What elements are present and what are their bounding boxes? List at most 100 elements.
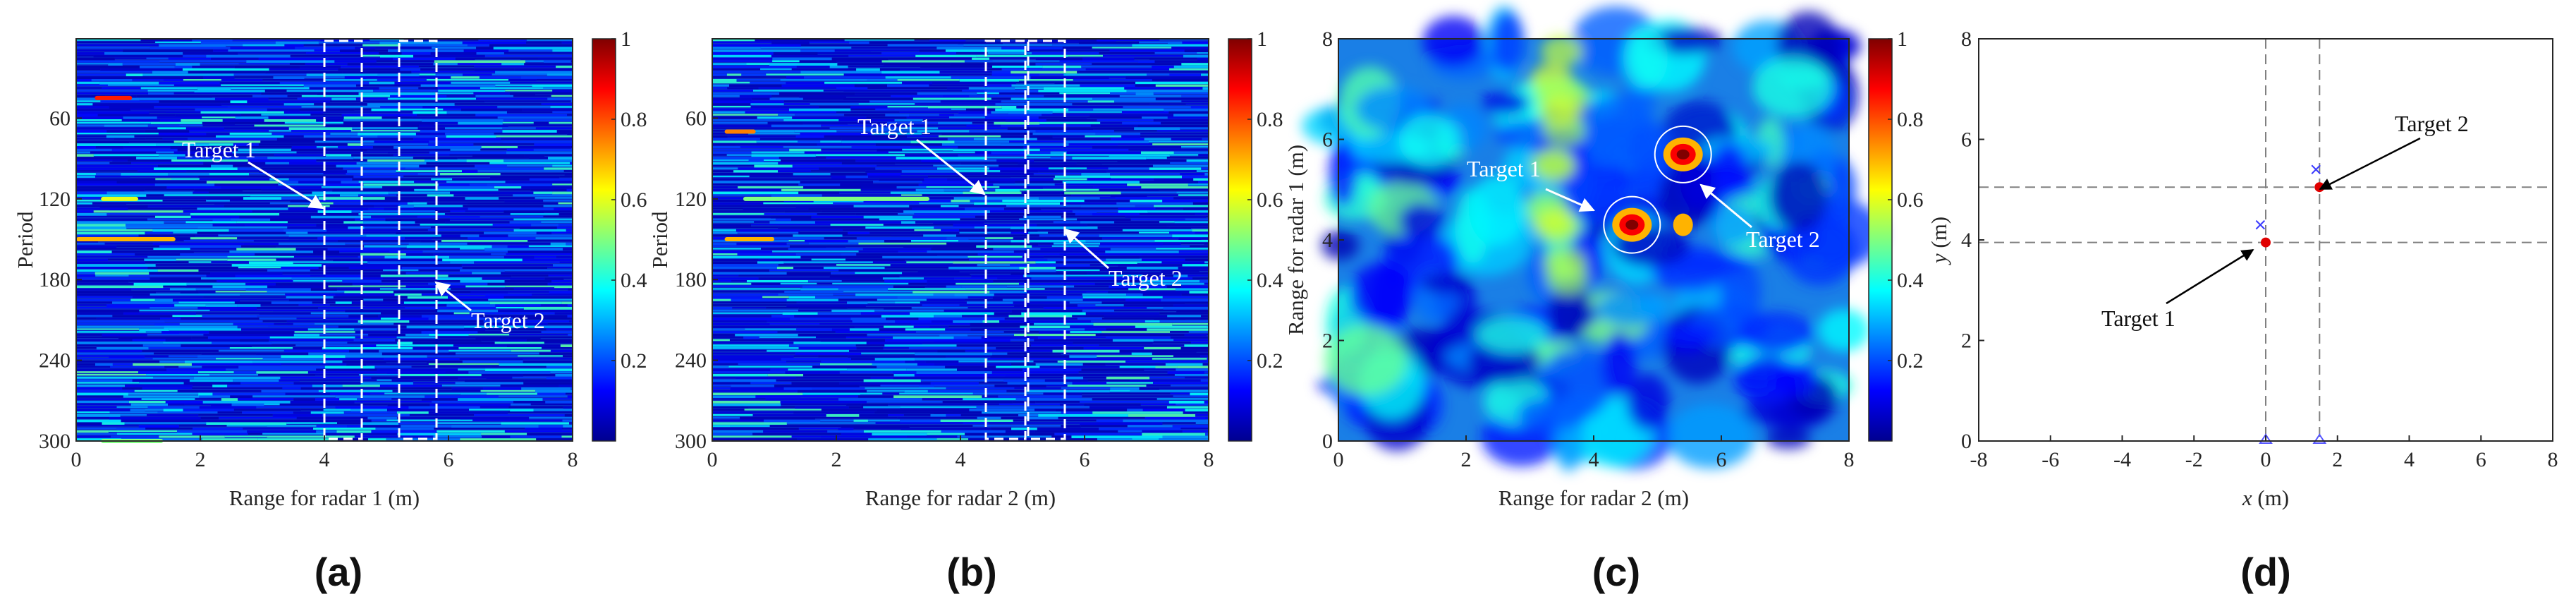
heat-cell (542, 398, 573, 400)
heat-cell (1154, 52, 1197, 54)
heat-cell (1149, 167, 1202, 170)
heat-cell (1195, 422, 1209, 424)
heat-cell (1104, 315, 1168, 318)
heat-cell (895, 162, 961, 164)
heat-cell (245, 282, 276, 286)
heat-cell (936, 47, 1002, 50)
heat-cell (224, 435, 267, 437)
heat-cell (248, 159, 317, 162)
heat-cell (947, 138, 974, 141)
heat-cell (360, 253, 406, 256)
heat-cell (275, 186, 322, 189)
heat-cell (222, 119, 264, 122)
heat-cell (933, 221, 984, 224)
heat-cell (969, 130, 1036, 133)
heat-cell (771, 215, 812, 219)
heat-cell (174, 304, 206, 307)
heat-cell (920, 66, 993, 68)
heat-cell (712, 218, 776, 221)
annotation-d-target-1: Target 1 (2101, 306, 2175, 331)
heat-cell (1080, 205, 1135, 207)
heat-cell (1155, 84, 1209, 87)
heat-cell (209, 309, 273, 311)
heat-cell (907, 135, 939, 137)
heat-cell (1125, 298, 1161, 302)
heat-cell (1085, 135, 1122, 138)
heat-cell (976, 245, 1032, 248)
heat-cell (367, 438, 386, 441)
heat-cell (386, 419, 473, 421)
heat-cell (197, 231, 286, 234)
heat-cell (224, 127, 289, 130)
heat-cell (453, 194, 513, 196)
heat-cell (772, 60, 800, 62)
heat-cell (195, 234, 219, 237)
heat-cell (1149, 140, 1209, 143)
heat-cell (145, 261, 189, 264)
heat-cell (145, 409, 164, 411)
heat-cell (910, 312, 994, 315)
heat-cell (1125, 361, 1209, 363)
heat-cell (712, 81, 750, 84)
heat-cell (965, 108, 996, 111)
heat-cell (1092, 97, 1156, 101)
heat-cell (76, 57, 115, 61)
heat-cell (985, 237, 1013, 239)
heat-cell (489, 44, 573, 47)
heat-cell (1167, 116, 1209, 119)
heat-cell (112, 301, 179, 304)
heat-cell (867, 419, 901, 422)
heat-cell (731, 298, 787, 302)
heat-cell (752, 433, 841, 435)
heat-cell (1184, 344, 1209, 347)
heat-cell (497, 318, 513, 320)
heat-cell (487, 183, 553, 187)
heat-cell (252, 344, 296, 346)
heat-cell (538, 425, 563, 428)
d-xtick-label: 8 (2548, 448, 2558, 471)
heat-cell (863, 200, 951, 203)
heat-cell (846, 175, 868, 179)
heat-cell (556, 227, 573, 229)
heat-cell (267, 291, 345, 293)
heat-cell (712, 336, 744, 339)
heat-cell (922, 119, 1006, 121)
d-ytick-label: 0 (1961, 430, 1972, 453)
heat-cell (486, 376, 513, 380)
heat-cell (126, 224, 213, 227)
heat-cell (853, 419, 868, 422)
heat-cell (712, 422, 787, 425)
heat-cell (504, 269, 573, 272)
heat-cell (1172, 234, 1209, 238)
field-blob (1596, 291, 1668, 327)
heat-cell (541, 221, 573, 224)
heat-cell (203, 76, 235, 79)
heat-cell (1005, 374, 1027, 377)
heat-cell (130, 403, 169, 406)
heat-cell (1149, 57, 1197, 60)
heat-cell (910, 146, 958, 148)
heat-cell (795, 406, 849, 409)
heat-cell (456, 298, 489, 301)
heat-cell (1052, 135, 1085, 138)
heat-cell (252, 361, 343, 363)
heat-cell (283, 229, 327, 232)
heat-cell (1162, 422, 1196, 424)
heat-cell (1190, 342, 1209, 344)
heat-cell (272, 309, 346, 312)
heat-cell (93, 154, 159, 157)
heat-cell (901, 221, 916, 224)
axes-c-2-xtick-label: 0 (1333, 448, 1344, 471)
heat-cell (1106, 258, 1142, 261)
heat-cell (969, 409, 1035, 411)
heat-cell (1185, 301, 1209, 304)
heat-cell (712, 409, 745, 411)
axes-b-1-xtick-label: 0 (707, 448, 718, 471)
heat-cell (147, 90, 195, 92)
heat-cell (185, 127, 224, 131)
heat-cell (712, 73, 727, 76)
heat-cell (811, 258, 846, 260)
heat-cell (556, 255, 573, 258)
heat-cell (790, 218, 879, 221)
heat-cell (856, 237, 947, 241)
